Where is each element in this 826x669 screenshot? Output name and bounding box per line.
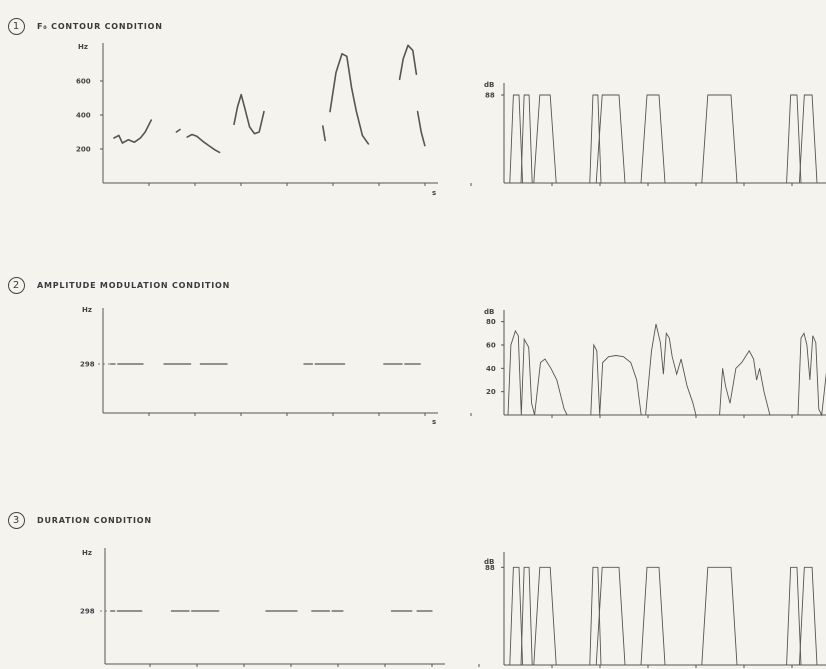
amplitude-pulse [701,566,738,666]
y-tick-label: 80 [486,318,496,326]
amplitude-pulse [509,94,524,184]
amplitude-envelope [797,332,826,417]
am-pitch-chart: Hz s 298 [80,306,472,426]
amplitude-pulse [786,94,802,184]
amplitude-pulse [786,566,802,666]
amplitude-pulse [640,94,666,184]
section-3-label: DURATION CONDITION [37,516,152,525]
amplitude-pulse [701,94,738,184]
y-tick-label: 40 [486,365,496,373]
y-axis-label: Hz [82,306,92,314]
y-tick-label: 60 [486,342,496,350]
f0-contour-trace [113,119,152,144]
y-axis-label: dB [484,558,494,566]
am-amplitude-chart: dB 20 40 60 80 [484,308,826,418]
y-tick-label: 600 [76,78,91,86]
y-axis-label: Hz [78,43,88,51]
y-axis-label: dB [484,308,494,316]
y-tick-label: 88 [485,564,495,572]
duration-pitch-chart: Hz 298 [80,548,480,667]
section-2-title: 2 AMPLITUDE MODULATION CONDITION [8,277,230,294]
amplitude-pulse [533,566,557,666]
f0-contour-trace [186,133,221,154]
amplitude-pulse [798,566,818,666]
amplitude-pulse [520,566,533,666]
amplitude-pulse [798,94,818,184]
x-axis-label: s [432,418,436,426]
amplitude-pulse [509,566,524,666]
section-3-title: 3 DURATION CONDITION [8,512,152,529]
section-2-label: AMPLITUDE MODULATION CONDITION [37,281,231,290]
amplitude-pulse [533,94,557,184]
y-axis-label: dB [484,81,494,89]
y-axis-label: Hz [82,549,92,557]
f0-contour-chart: Hz s 200 400 600 [76,43,472,197]
x-axis-label: s [432,189,436,197]
section-3-number: 3 [8,512,25,529]
section-1-number: 1 [8,18,25,35]
y-tick-label: 200 [76,146,91,154]
amplitude-envelope [645,323,697,416]
f0-contour-trace [321,125,327,142]
amplitude-envelope [507,329,568,416]
amplitude-pulse [595,94,626,184]
level-label: 298 [80,608,95,616]
f0-contour-trace [175,128,181,133]
f0-contour-trace [398,44,418,81]
amplitude-envelope [590,343,642,416]
section-1-title: 1 F₀ CONTOUR CONDITION [8,18,163,35]
section-2-number: 2 [8,277,25,294]
f0-contour-trace [329,52,370,145]
amplitude-pulse [595,566,626,666]
amplitude-pulse [640,566,666,666]
f0-contour-trace [416,110,426,147]
duration-amplitude-chart: dB 88 [484,552,826,668]
amplitude-pulse [520,94,533,184]
level-label: 298 [80,361,95,369]
f0-contour-trace [233,93,265,135]
f0-amplitude-chart: dB 88 [484,81,826,186]
section-1-label: F₀ CONTOUR CONDITION [37,22,163,31]
amplitude-envelope [719,349,771,416]
y-tick-label: 20 [486,388,496,396]
y-tick-label: 400 [76,112,91,120]
y-tick-label: 88 [485,92,495,100]
